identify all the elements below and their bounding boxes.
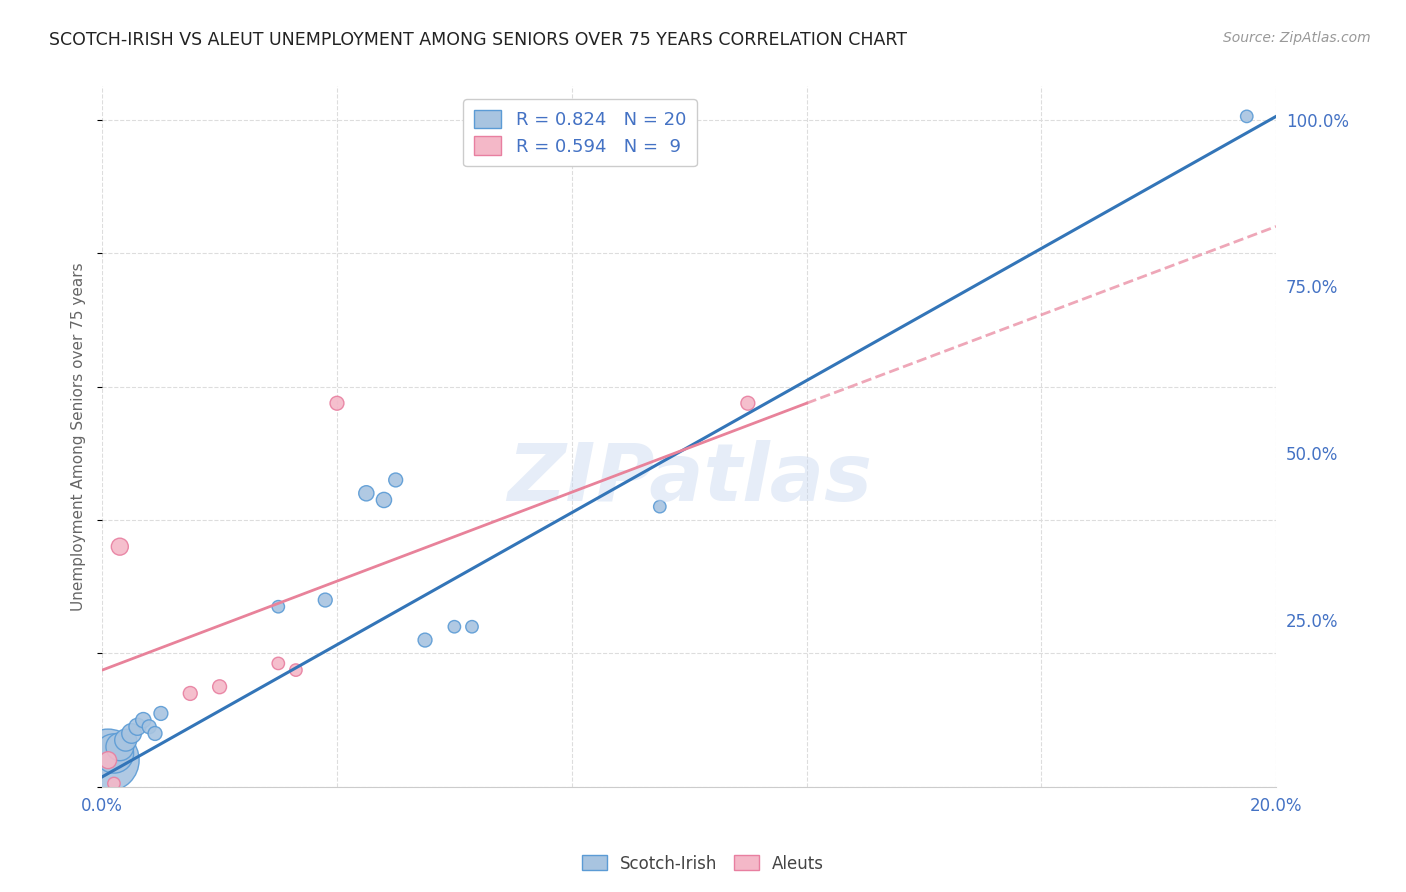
Point [108,739,131,754]
Text: SCOTCH-IRISH VS ALEUT UNEMPLOYMENT AMONG SENIORS OVER 75 YEARS CORRELATION CHART: SCOTCH-IRISH VS ALEUT UNEMPLOYMENT AMONG… [49,31,907,49]
Point [97,753,120,767]
Point [737,396,759,410]
Point [97,753,120,767]
Point [267,599,290,614]
Y-axis label: Unemployment Among Seniors over 75 years: Unemployment Among Seniors over 75 years [72,262,86,611]
Point [267,657,290,671]
Point [108,540,131,554]
Point [461,620,484,634]
Point [326,396,349,410]
Legend: R = 0.824   N = 20, R = 0.594   N =  9: R = 0.824 N = 20, R = 0.594 N = 9 [464,99,697,167]
Text: Source: ZipAtlas.com: Source: ZipAtlas.com [1223,31,1371,45]
Point [384,473,406,487]
Point [314,593,336,607]
Point [103,776,125,790]
Point [138,720,160,734]
Point [373,493,395,508]
Legend: Scotch-Irish, Aleuts: Scotch-Irish, Aleuts [575,848,831,880]
Point [121,726,143,740]
Point [1236,109,1258,123]
Point [149,706,172,721]
Point [443,620,465,634]
Point [132,713,155,727]
Point [114,733,136,747]
Point [648,500,671,514]
Point [127,720,149,734]
Point [143,726,166,740]
Text: ZIPatlas: ZIPatlas [506,440,872,517]
Point [356,486,378,500]
Point [103,747,125,761]
Point [208,680,231,694]
Point [284,663,307,677]
Point [179,686,201,700]
Point [413,633,436,648]
